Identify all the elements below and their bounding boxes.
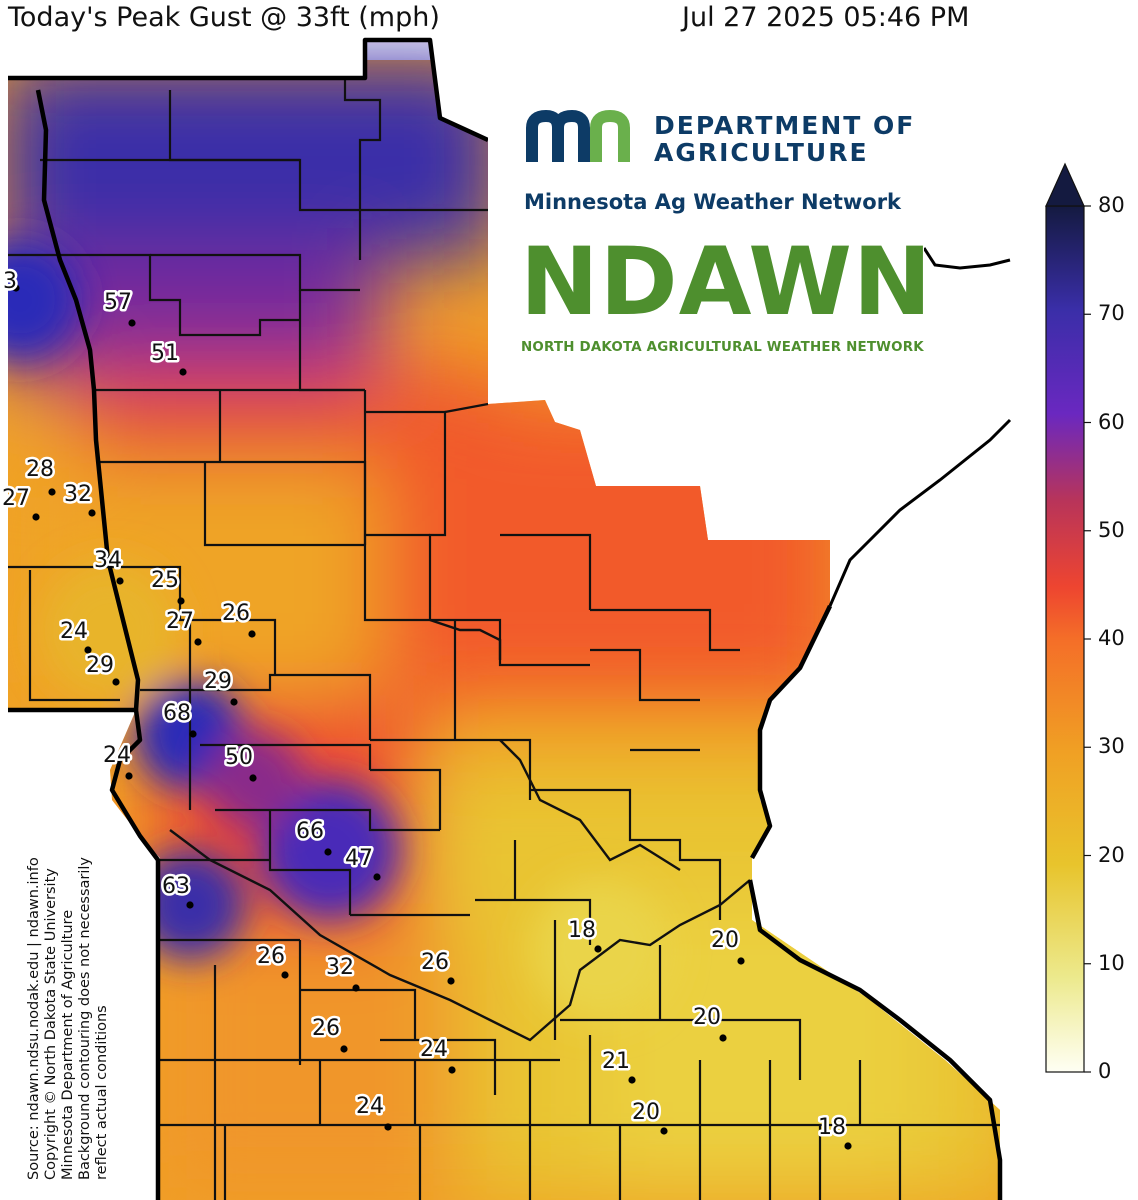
station-value-label: 63 bbox=[162, 874, 190, 899]
colorbar-tick-label: 40 bbox=[1098, 626, 1125, 650]
station-dot bbox=[737, 957, 745, 965]
station-value-label: 18 bbox=[568, 918, 596, 943]
station-value-label: 57 bbox=[104, 290, 132, 315]
station-dot bbox=[340, 1045, 348, 1053]
station-dot bbox=[448, 1066, 456, 1074]
station-value-label: 28 bbox=[26, 457, 54, 482]
station-dot bbox=[384, 1123, 392, 1131]
station-value-label: 29 bbox=[204, 669, 232, 694]
map-title: Today's Peak Gust @ 33ft (mph) bbox=[8, 2, 440, 33]
station-value-label: 66 bbox=[296, 819, 324, 844]
attribution-disclaimer-2: reflect actual conditions bbox=[94, 1005, 110, 1180]
colorbar-tick-label: 50 bbox=[1098, 517, 1125, 542]
colorbar-gradient bbox=[1045, 205, 1085, 1073]
station-dot bbox=[194, 638, 202, 646]
station-value-label: 3 bbox=[3, 269, 17, 294]
attribution-copyright: Copyright © North Dakota State Universit… bbox=[43, 868, 59, 1180]
station-value-label: 24 bbox=[103, 743, 131, 768]
station-value-label: 29 bbox=[86, 653, 114, 678]
station-dot bbox=[248, 630, 256, 638]
colorbar-tick-label: 60 bbox=[1098, 409, 1125, 434]
station-value-label: 27 bbox=[166, 609, 194, 634]
mn-ag-weather-network-text: Minnesota Ag Weather Network bbox=[524, 190, 902, 214]
station-value-label: 27 bbox=[2, 486, 30, 511]
station-dot bbox=[116, 577, 124, 585]
station-value-label: 26 bbox=[421, 950, 449, 975]
station-value-label: 20 bbox=[711, 928, 739, 953]
river-boundaries bbox=[169, 618, 751, 1042]
station-value-label: 34 bbox=[94, 548, 122, 573]
station-dot bbox=[249, 774, 257, 782]
mda-department-text: DEPARTMENT OF bbox=[654, 111, 916, 140]
station-value-label: 68 bbox=[163, 701, 191, 726]
colorbar-tick-label: 30 bbox=[1098, 734, 1125, 759]
station-dot bbox=[719, 1034, 727, 1042]
station-value-label: 47 bbox=[345, 846, 373, 871]
station-dot bbox=[128, 319, 136, 327]
station-value-label: 24 bbox=[420, 1037, 448, 1062]
station-value-label: 26 bbox=[257, 944, 285, 969]
station-dot bbox=[373, 873, 381, 881]
logo-panel: DEPARTMENT OF AGRICULTURE Minnesota Ag W… bbox=[488, 88, 932, 378]
ndawn-full-name: NORTH DAKOTA AGRICULTURAL WEATHER NETWOR… bbox=[521, 340, 924, 355]
ndawn-logo-text: NDAWN bbox=[520, 228, 933, 337]
colorbar-tick-label: 10 bbox=[1098, 950, 1125, 975]
station-dot bbox=[594, 945, 602, 953]
colorbar-tick-label: 80 bbox=[1098, 193, 1125, 217]
stations-layer: 3 57 51 28 27 32 34 25 24 27 26 29 29 68 24 50 66 47 63 18 2… bbox=[0, 267, 852, 1150]
colorbar-tick-label: 70 bbox=[1098, 301, 1125, 326]
station-value-label: 18 bbox=[818, 1115, 846, 1140]
station-dot bbox=[844, 1142, 852, 1150]
station-dot bbox=[628, 1076, 636, 1084]
station-value-label: 24 bbox=[356, 1094, 384, 1119]
station-value-label: 21 bbox=[602, 1049, 630, 1074]
station-dot bbox=[447, 977, 455, 985]
mda-agriculture-text: AGRICULTURE bbox=[654, 138, 869, 167]
station-dot bbox=[660, 1127, 668, 1135]
canada-border bbox=[828, 247, 1012, 607]
station-value-label: 51 bbox=[151, 341, 179, 366]
station-dot bbox=[189, 730, 197, 738]
attribution: Source: ndawn.ndsu.nodak.edu | ndawn.inf… bbox=[26, 857, 111, 1180]
station-value-label: 25 bbox=[151, 568, 179, 593]
station-value-label: 20 bbox=[632, 1100, 660, 1125]
colorbar bbox=[1045, 162, 1091, 1073]
station-dot bbox=[88, 509, 96, 517]
station-value-label: 24 bbox=[60, 619, 88, 644]
station-dot bbox=[84, 646, 92, 654]
attribution-source: Source: ndawn.ndsu.nodak.edu | ndawn.inf… bbox=[26, 857, 42, 1180]
station-dot bbox=[352, 984, 360, 992]
station-value-label: 32 bbox=[64, 482, 92, 507]
attribution-disclaimer-1: Background contouring does not necessari… bbox=[77, 856, 93, 1180]
station-dot bbox=[186, 901, 194, 909]
colorbar-tick-label: 0 bbox=[1098, 1059, 1112, 1083]
colorbar-extend-arrow bbox=[1045, 162, 1085, 207]
station-value-label: 50 bbox=[225, 745, 253, 770]
state-boundary bbox=[8, 37, 1003, 1200]
station-dot bbox=[12, 284, 20, 292]
station-value-label: 26 bbox=[222, 601, 250, 626]
station-dot bbox=[324, 848, 332, 856]
station-value-label: 20 bbox=[693, 1005, 721, 1030]
station-dot bbox=[112, 678, 120, 686]
map-timestamp: Jul 27 2025 05:46 PM bbox=[682, 2, 970, 33]
attribution-mda: Minnesota Department of Agriculture bbox=[60, 909, 76, 1180]
station-dot bbox=[125, 772, 133, 780]
station-value-label: 32 bbox=[326, 955, 354, 980]
station-dot bbox=[179, 368, 187, 376]
station-dot bbox=[230, 698, 238, 706]
mn-logo-icon bbox=[526, 110, 630, 162]
station-dot bbox=[177, 597, 185, 605]
station-dot bbox=[32, 513, 40, 521]
county-lines bbox=[8, 80, 1000, 1200]
station-value-label: 26 bbox=[312, 1016, 340, 1041]
station-dot bbox=[48, 488, 56, 496]
station-dot bbox=[281, 971, 289, 979]
colorbar-tick-label: 20 bbox=[1098, 842, 1125, 867]
